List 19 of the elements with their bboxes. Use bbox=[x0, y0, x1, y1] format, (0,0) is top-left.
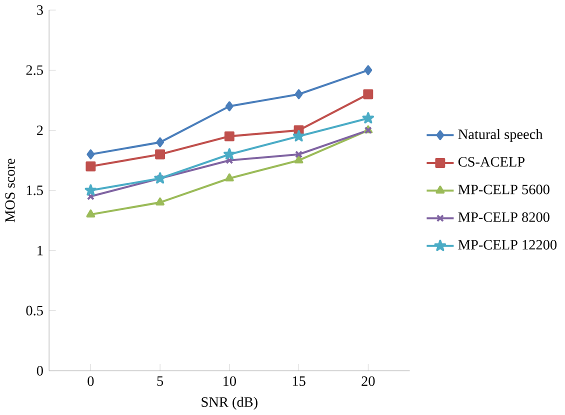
y-tick-label: 2.5 bbox=[26, 65, 43, 75]
y-tick-label: 2 bbox=[36, 126, 43, 136]
y-tick-label: 0 bbox=[36, 366, 43, 376]
y-tick-label: 1.5 bbox=[26, 186, 43, 196]
x-axis-title: SNR (dB) bbox=[202, 396, 258, 410]
legend-label: MP-CELP 8200 bbox=[458, 212, 550, 222]
y-axis-title: MOS score bbox=[5, 158, 15, 222]
y-tick-label: 0.5 bbox=[26, 306, 43, 316]
y-tick-label: 1 bbox=[38, 246, 43, 256]
x-tick-label: 0 bbox=[88, 376, 94, 386]
legend-label: CS-ACELP bbox=[458, 157, 525, 167]
legend-label: Natural speech bbox=[458, 129, 543, 142]
x-tick-label: 10 bbox=[224, 376, 236, 386]
x-tick-label: 20 bbox=[362, 376, 375, 386]
legend-label: MP-CELP 5600 bbox=[458, 184, 550, 194]
x-tick-label: 5 bbox=[157, 376, 164, 386]
legend-label: MP-CELP 12200 bbox=[458, 240, 557, 250]
x-tick-label: 15 bbox=[292, 376, 306, 386]
y-tick-label: 3 bbox=[37, 5, 43, 15]
